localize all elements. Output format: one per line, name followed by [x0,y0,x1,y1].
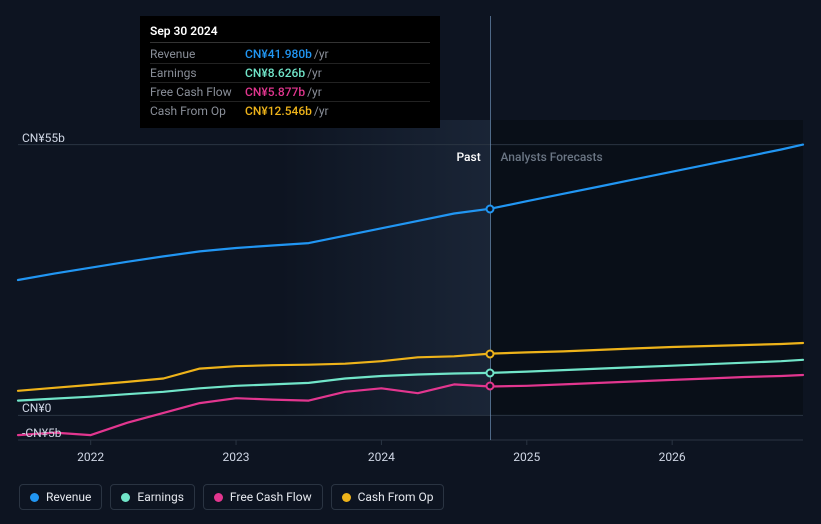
y-tick-label: CN¥55b [22,131,65,145]
x-tick-label: 2023 [223,450,250,464]
region-label-past: Past [456,150,480,164]
y-tick-label: -CN¥5b [22,426,61,440]
series-marker [486,204,495,213]
tooltip-metric-value: CN¥8.626b [245,66,305,80]
financials-forecast-chart[interactable]: CN¥55b CN¥0 -CN¥5b 2022 2023 2024 2025 2026 Pa… [0,0,821,524]
legend-item[interactable]: Revenue [19,484,102,510]
tooltip-row: RevenueCN¥41.980b /yr [150,45,430,64]
series-marker [486,368,495,377]
tooltip-unit: /yr [307,85,322,99]
tooltip-title: Sep 30 2024 [150,24,430,43]
series-marker [486,349,495,358]
legend-item[interactable]: Cash From Op [331,484,445,510]
legend-label: Revenue [46,490,91,504]
x-tick-label: 2024 [368,450,395,464]
x-tick-label: 2026 [659,450,686,464]
legend-dot-icon [30,493,39,502]
tooltip-metric-label: Revenue [150,47,245,61]
tooltip-metric-label: Cash From Op [150,104,245,118]
chart-tooltip: Sep 30 2024 RevenueCN¥41.980b /yrEarning… [140,16,440,128]
tooltip-unit: /yr [314,104,329,118]
x-tick-label: 2025 [513,450,540,464]
tooltip-metric-value: CN¥12.546b [245,104,312,118]
legend-dot-icon [121,493,130,502]
legend-dot-icon [214,493,223,502]
tooltip-metric-label: Earnings [150,66,245,80]
series-marker [486,382,495,391]
legend-label: Earnings [137,490,184,504]
tooltip-metric-label: Free Cash Flow [150,85,245,99]
region-label-future: Analysts Forecasts [500,150,602,164]
tooltip-unit: /yr [314,47,329,61]
chart-legend: Revenue Earnings Free Cash Flow Cash From O… [19,484,444,510]
tooltip-row: Free Cash FlowCN¥5.877b /yr [150,83,430,102]
tooltip-metric-value: CN¥5.877b [245,85,305,99]
x-tick-label: 2022 [77,450,104,464]
y-tick-label: CN¥0 [22,401,51,415]
tooltip-metric-value: CN¥41.980b [245,47,312,61]
legend-item[interactable]: Earnings [110,484,195,510]
legend-label: Free Cash Flow [230,490,312,504]
legend-label: Cash From Op [358,490,434,504]
tooltip-row: Cash From OpCN¥12.546b /yr [150,102,430,120]
tooltip-row: EarningsCN¥8.626b /yr [150,64,430,83]
tooltip-unit: /yr [307,66,322,80]
legend-item[interactable]: Free Cash Flow [203,484,323,510]
legend-dot-icon [342,493,351,502]
